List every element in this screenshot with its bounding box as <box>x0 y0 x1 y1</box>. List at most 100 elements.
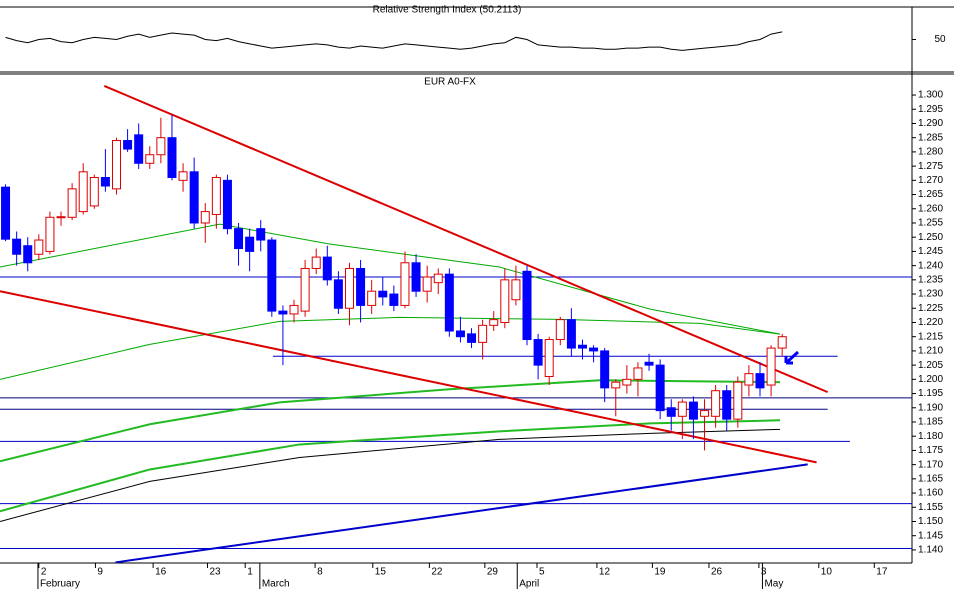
month-label: March <box>262 579 290 589</box>
y-tick-label: 1.260 <box>918 203 943 214</box>
overlay-line <box>115 463 808 564</box>
y-tick-label: 1.155 <box>918 502 943 513</box>
y-tick-label: 1.170 <box>918 459 943 470</box>
candle-body <box>589 347 599 352</box>
candle-body <box>566 319 576 349</box>
overlay-line <box>0 419 780 513</box>
x-tick-label: 12 <box>599 567 611 578</box>
candle-body <box>367 290 377 306</box>
candle-body <box>500 279 510 323</box>
candle-body <box>256 228 266 241</box>
x-tick-label: 15 <box>375 567 387 578</box>
y-tick-label: 1.150 <box>918 516 943 527</box>
y-tick-label: 1.290 <box>918 118 943 129</box>
candle-body <box>89 176 99 207</box>
candle-body <box>45 216 55 252</box>
x-tick-label: 2 <box>41 567 47 578</box>
candle-body <box>234 228 244 250</box>
plot: 1.140 1.145 1.150 1.155 1.160 1.165 1.170 1.175… <box>0 31 946 589</box>
candle-body <box>311 256 321 269</box>
candle-body <box>600 350 610 389</box>
candle-body <box>711 390 721 417</box>
candle-body <box>400 262 410 306</box>
indicator-title: Relative Strength Index (50.2113) <box>373 5 522 16</box>
y-tick-label: 1.250 <box>918 232 943 243</box>
candle-body <box>533 339 543 366</box>
x-tick-label: 16 <box>155 567 167 578</box>
x-tick-label: 19 <box>654 567 666 578</box>
overlay-line <box>0 223 781 335</box>
y-tick-label: 1.200 <box>918 374 943 385</box>
y-tick-label: 1.160 <box>918 488 943 499</box>
candle-body <box>489 319 499 326</box>
y-tick-label: 1.235 <box>918 274 943 285</box>
candle-body <box>200 211 210 224</box>
candle-body <box>467 333 477 343</box>
candle-body <box>111 140 121 190</box>
chart-title: EUR A0-FX <box>424 77 476 88</box>
candle-body <box>700 410 710 417</box>
overlay-line <box>0 379 780 463</box>
x-tick-label: 3 <box>761 567 767 578</box>
x-tick-label: 8 <box>317 567 323 578</box>
candle-body <box>378 290 388 298</box>
candle-body <box>655 364 665 412</box>
candle-body <box>433 273 443 284</box>
x-tick-label: 10 <box>821 567 833 578</box>
y-tick-label: 1.185 <box>918 417 943 428</box>
candle-body <box>222 179 232 230</box>
y-tick-label: 1.270 <box>918 175 943 186</box>
y-tick-label: 1.300 <box>918 90 943 101</box>
y-tick-label: 1.230 <box>918 289 943 300</box>
candle-body <box>145 154 155 164</box>
candle-body <box>478 324 488 343</box>
y-tick-label: 1.215 <box>918 331 943 342</box>
y-tick-label: 1.255 <box>918 218 943 229</box>
candle-body <box>611 381 621 389</box>
x-tick-label: 22 <box>431 567 443 578</box>
candle-body <box>300 267 310 312</box>
candle-body <box>156 137 166 156</box>
candle-body <box>211 176 221 215</box>
candle-body <box>577 344 587 349</box>
candle-body <box>356 267 366 306</box>
y-tick-label: 1.175 <box>918 445 943 456</box>
x-tick-label: 29 <box>487 567 499 578</box>
candle-body <box>755 373 765 389</box>
candle-body <box>12 238 22 255</box>
candle-body <box>411 262 421 292</box>
y-tick-label: 1.240 <box>918 260 943 271</box>
x-tick-label: 9 <box>97 567 103 578</box>
candle-body <box>744 373 754 386</box>
candle-body <box>766 347 776 386</box>
candle-body <box>1 186 11 240</box>
y-tick-label: 1.195 <box>918 388 943 399</box>
y-tick-label: 1.280 <box>918 147 943 158</box>
candle-body <box>333 279 343 309</box>
candle-body <box>555 319 565 341</box>
overlay-line <box>0 316 781 380</box>
candle-body <box>544 339 554 377</box>
y-tick-label: 1.285 <box>918 132 943 143</box>
x-tick-label: 26 <box>711 567 723 578</box>
arrow <box>784 350 800 365</box>
candle-body <box>733 381 743 420</box>
candle-body <box>267 239 277 312</box>
candle-body <box>622 378 632 386</box>
candle-body <box>34 239 44 255</box>
month-label: April <box>519 579 539 589</box>
candle-body <box>245 236 255 252</box>
candle-body <box>167 137 177 178</box>
candle-body <box>633 367 643 380</box>
candle-body <box>322 256 332 281</box>
candle-body <box>344 267 354 309</box>
indicator-tick-label: 50 <box>934 34 946 45</box>
candle-body <box>688 401 698 420</box>
candle-body <box>189 171 199 224</box>
y-tick-label: 1.220 <box>918 317 943 328</box>
candle-body <box>444 273 454 332</box>
candle-body <box>777 336 787 349</box>
candle-body <box>178 171 188 181</box>
